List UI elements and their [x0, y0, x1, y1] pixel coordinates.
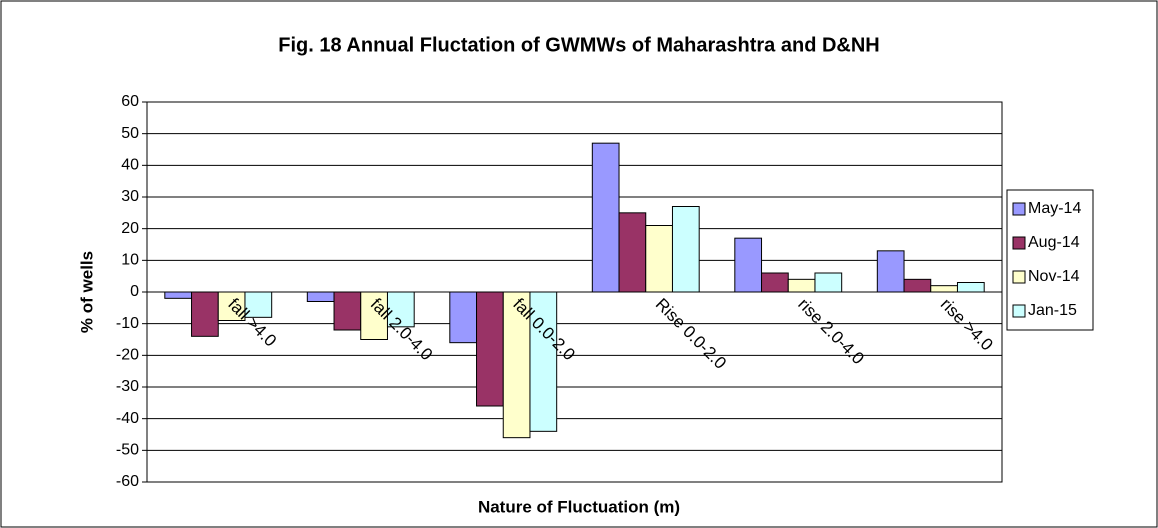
bar — [761, 272, 789, 293]
y-tick-label: 50 — [121, 125, 139, 142]
bar — [671, 206, 700, 293]
bar — [956, 282, 985, 293]
bar — [306, 291, 335, 302]
bar — [734, 237, 763, 293]
bar — [360, 291, 388, 340]
y-tick-label: 20 — [121, 220, 139, 237]
y-tick-label: -30 — [116, 378, 139, 395]
bar — [217, 291, 246, 321]
legend-swatch — [1012, 202, 1026, 216]
bar — [930, 285, 958, 293]
legend-label: Jan-15 — [1028, 302, 1077, 319]
y-tick-label: -50 — [116, 442, 139, 459]
bar — [191, 291, 219, 337]
bar — [645, 225, 673, 293]
y-axis-title: % of wells — [77, 251, 96, 333]
bar — [903, 278, 932, 293]
bar — [449, 291, 478, 344]
legend-label: Nov-14 — [1028, 268, 1080, 285]
y-tick-label: -10 — [116, 315, 139, 332]
bar — [476, 291, 504, 407]
chart-title: Fig. 18 Annual Fluctation of GWMWs of Ma… — [278, 34, 880, 56]
bar — [591, 142, 620, 293]
y-tick-label: -20 — [116, 347, 139, 364]
legend-swatch — [1012, 304, 1026, 318]
bar — [618, 212, 647, 293]
bar — [386, 291, 415, 328]
y-tick-label: -60 — [116, 473, 139, 490]
bar — [787, 278, 816, 293]
x-axis-title: Nature of Fluctuation (m) — [478, 497, 680, 516]
y-tick-label: -40 — [116, 410, 139, 427]
legend-swatch — [1012, 270, 1026, 284]
bar — [814, 272, 843, 293]
y-tick-label: 10 — [121, 252, 139, 269]
bar — [333, 291, 362, 331]
bar — [244, 291, 273, 318]
legend-label: Aug-14 — [1028, 234, 1080, 251]
legend-swatch — [1012, 236, 1026, 250]
y-tick-label: 0 — [130, 283, 139, 300]
legend-label: May-14 — [1028, 200, 1081, 217]
y-tick-label: 40 — [121, 157, 139, 174]
bar — [164, 291, 193, 299]
bar — [876, 250, 905, 293]
y-tick-label: 60 — [121, 93, 139, 110]
y-tick-label: 30 — [121, 188, 139, 205]
